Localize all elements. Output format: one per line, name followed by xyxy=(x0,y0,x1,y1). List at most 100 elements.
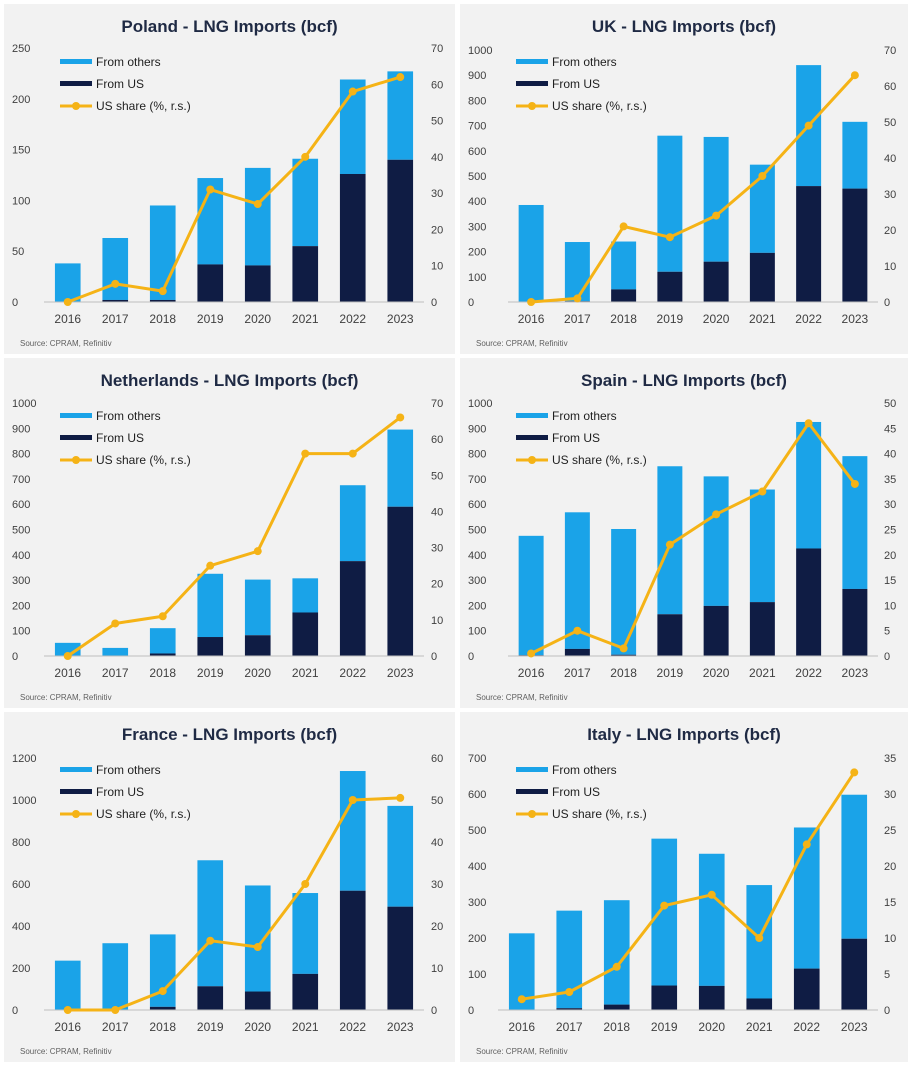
x-tick-label: 2018 xyxy=(610,312,637,326)
bar-from-others xyxy=(102,237,129,300)
bar-from-us xyxy=(387,506,414,656)
x-tick-label: 2016 xyxy=(518,312,545,326)
bar-from-us xyxy=(387,159,414,302)
us-share-line xyxy=(531,74,856,304)
y2-tick-label: 60 xyxy=(431,434,443,446)
bar-from-us xyxy=(611,654,637,656)
y-tick-label: 600 xyxy=(12,499,30,511)
bar-from-us xyxy=(197,986,224,1010)
bar-from-us xyxy=(657,614,683,656)
y2-tick-label: 45 xyxy=(884,423,896,435)
y2-tick-label: 30 xyxy=(431,543,443,555)
y2-tick-label: 15 xyxy=(884,897,896,909)
chart-spain: Spain - LNG Imports (bcf)010020030040050… xyxy=(468,371,896,702)
y2-tick-label: 40 xyxy=(884,153,896,165)
y-tick-label: 0 xyxy=(12,651,18,663)
legend-label: From others xyxy=(552,409,617,423)
y2-tick-label: 0 xyxy=(431,1005,437,1017)
x-tick-label: 2022 xyxy=(795,312,822,326)
source-note: Source: CPRAM, Refinitiv xyxy=(20,339,112,348)
x-tick-label: 2017 xyxy=(102,312,129,326)
x-tick-label: 2020 xyxy=(703,666,730,680)
y2-tick-label: 60 xyxy=(884,81,896,93)
us-share-point xyxy=(301,152,310,161)
y-tick-label: 0 xyxy=(468,1005,474,1017)
us-share-line xyxy=(67,796,401,1012)
y2-tick-label: 40 xyxy=(431,837,443,849)
us-share-point xyxy=(348,449,357,458)
us-share-point xyxy=(619,222,628,231)
x-tick-label: 2017 xyxy=(102,666,129,680)
bar-from-others xyxy=(54,960,81,1010)
bar-from-others xyxy=(244,167,271,266)
y2-tick-label: 0 xyxy=(431,651,437,663)
legend-marker xyxy=(72,102,80,110)
y2-tick-label: 30 xyxy=(884,189,896,201)
y2-tick-label: 30 xyxy=(884,499,896,511)
us-share-point xyxy=(63,652,72,660)
legend-swatch xyxy=(516,59,548,64)
us-share-line xyxy=(530,421,857,655)
bar-from-us xyxy=(339,173,366,302)
y-tick-label: 800 xyxy=(12,837,30,849)
bar-from-others xyxy=(611,241,637,290)
bar-from-us xyxy=(149,1006,176,1010)
y-tick-label: 150 xyxy=(12,145,30,157)
y2-tick-label: 5 xyxy=(884,626,890,638)
y-tick-label: 300 xyxy=(12,575,30,587)
y-tick-label: 0 xyxy=(12,1005,18,1017)
legend-swatch xyxy=(60,767,92,772)
us-share-point xyxy=(206,185,215,194)
y2-tick-label: 0 xyxy=(884,651,890,663)
bar-from-others xyxy=(703,476,729,606)
us-share-point xyxy=(850,479,859,488)
x-tick-label: 2018 xyxy=(603,1020,630,1034)
bar-from-others xyxy=(841,794,868,939)
x-tick-label: 2019 xyxy=(651,1020,678,1034)
y-tick-label: 200 xyxy=(468,600,486,612)
legend-label: From others xyxy=(552,763,617,777)
legend-label: From others xyxy=(96,409,161,423)
y-tick-label: 100 xyxy=(468,272,486,284)
x-tick-label: 2021 xyxy=(746,1020,773,1034)
us-share-point xyxy=(619,644,628,653)
us-share-point xyxy=(712,211,721,220)
x-tick-label: 2016 xyxy=(518,666,545,680)
y-tick-label: 400 xyxy=(12,550,30,562)
y-tick-label: 700 xyxy=(12,474,30,486)
legend-marker xyxy=(528,810,536,818)
x-tick-label: 2016 xyxy=(508,1020,535,1034)
bar-from-others xyxy=(149,205,176,300)
bar-from-others xyxy=(387,429,414,507)
y-tick-label: 500 xyxy=(468,525,486,537)
bar-from-others xyxy=(244,885,271,992)
y2-tick-label: 0 xyxy=(884,297,890,309)
y2-tick-label: 50 xyxy=(884,117,896,129)
bar-from-us xyxy=(793,968,820,1010)
bar-from-others xyxy=(842,456,868,589)
source-note: Source: CPRAM, Refinitiv xyxy=(20,693,112,702)
y2-tick-label: 35 xyxy=(884,474,896,486)
legend-swatch xyxy=(60,59,92,64)
x-tick-label: 2020 xyxy=(244,666,271,680)
bar-from-us xyxy=(292,973,319,1010)
y-tick-label: 800 xyxy=(12,449,30,461)
x-tick-label: 2016 xyxy=(54,1020,81,1034)
x-tick-label: 2023 xyxy=(387,1020,414,1034)
x-tick-label: 2023 xyxy=(387,312,414,326)
us-share-point xyxy=(111,1006,120,1014)
x-tick-label: 2022 xyxy=(793,1020,820,1034)
us-share-point xyxy=(712,510,721,519)
legend-swatch xyxy=(516,81,548,86)
x-tick-label: 2021 xyxy=(292,666,319,680)
y-tick-label: 200 xyxy=(12,94,30,106)
us-share-point xyxy=(253,943,262,951)
y-tick-label: 400 xyxy=(12,921,30,933)
y2-tick-label: 70 xyxy=(431,43,443,55)
bar-from-others xyxy=(518,535,544,656)
y2-tick-label: 10 xyxy=(431,963,443,975)
us-share-point xyxy=(758,172,767,180)
chart-title: Italy - LNG Imports (bcf) xyxy=(587,725,781,744)
y-tick-label: 1000 xyxy=(468,45,492,57)
y2-tick-label: 30 xyxy=(884,789,896,801)
